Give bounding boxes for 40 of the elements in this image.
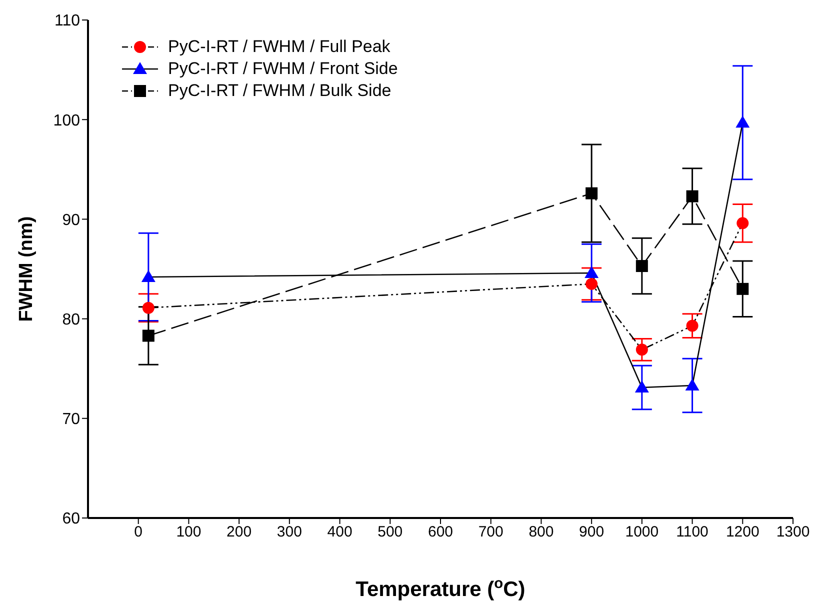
- x-tick-label: 1000: [625, 524, 659, 541]
- x-tick-label: 100: [176, 524, 202, 541]
- x-axis-title: Temperature ($^{o}$C): [356, 576, 526, 601]
- point: [142, 330, 154, 342]
- point: [142, 302, 154, 314]
- legend-label: PyC-I-RT / FWHM / Full Peak: [168, 37, 390, 57]
- point: [586, 278, 598, 290]
- x-tick-label: 900: [579, 524, 604, 541]
- point: [736, 217, 749, 230]
- point: [636, 344, 648, 356]
- x-tick-label: 700: [478, 524, 504, 541]
- x-tick-label: 500: [378, 524, 403, 541]
- y-tick-label: 90: [62, 212, 80, 229]
- point: [685, 378, 700, 391]
- x-tick-label: 0: [134, 524, 143, 541]
- point: [686, 190, 698, 202]
- point: [586, 187, 598, 200]
- y-tick-label: 110: [54, 12, 80, 30]
- x-tick-label: 1200: [726, 524, 760, 541]
- point: [736, 282, 749, 295]
- x-tick-label: 200: [226, 524, 252, 541]
- point: [141, 270, 156, 282]
- point: [736, 116, 750, 128]
- point: [634, 380, 649, 393]
- point: [584, 266, 599, 278]
- x-tick-label: 400: [327, 524, 352, 541]
- x-tick-label: 1300: [776, 524, 810, 541]
- legend-label: PyC-I-RT / FWHM / Bulk Side: [168, 81, 392, 101]
- x-tick-label: 1100: [676, 524, 708, 541]
- y-tick-label: 80: [62, 311, 80, 328]
- x-tick-label: 800: [528, 524, 554, 541]
- point: [636, 260, 648, 272]
- y-axis-title: FWHM (nm): [16, 216, 37, 322]
- point: [686, 320, 698, 332]
- x-tick-label: 600: [428, 524, 454, 541]
- y-tick-label: 100: [53, 112, 80, 130]
- y-tick-label: 60: [62, 510, 80, 528]
- x-tick-label: 300: [276, 524, 302, 541]
- legend-label: PyC-I-RT / FWHM / Front Side: [168, 59, 398, 79]
- y-tick-label: 70: [62, 411, 80, 428]
